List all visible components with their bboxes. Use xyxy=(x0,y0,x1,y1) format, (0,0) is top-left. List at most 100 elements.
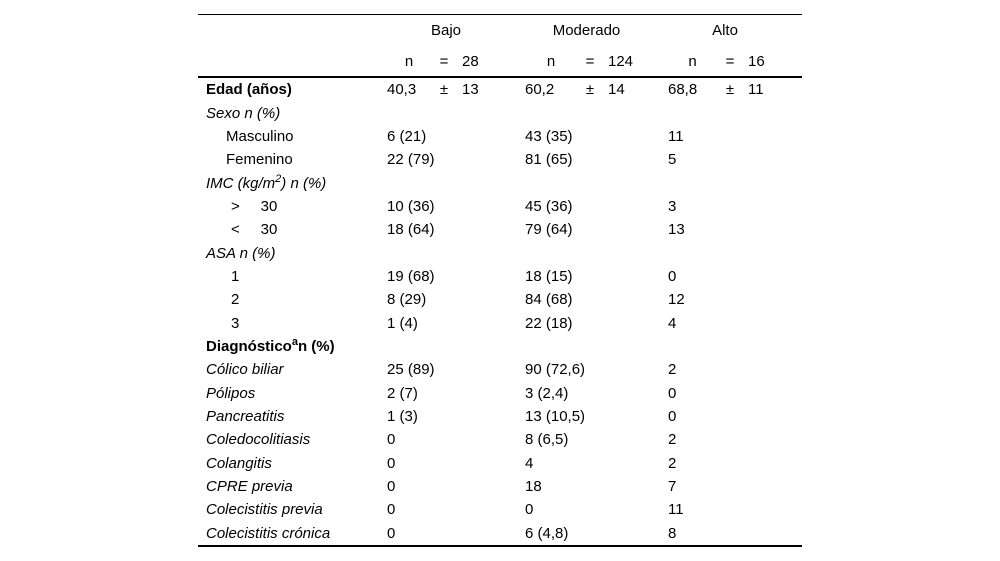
table-cell: 3 xyxy=(668,197,677,215)
table-cell: 3 (2,4) xyxy=(525,384,569,402)
row-label: Femenino xyxy=(226,151,293,169)
table-cell: 10 (36) xyxy=(387,197,435,215)
table-cell: 22 (79) xyxy=(387,151,435,169)
table-cell: 81 (65) xyxy=(525,151,573,169)
table-cell: 1 (3) xyxy=(387,407,418,425)
n-label: n xyxy=(688,52,697,70)
table-cell: 12 xyxy=(668,291,685,309)
table-row: > 30 10 (36) 45 (36) 3 xyxy=(198,195,802,218)
table-cell: 6 (21) xyxy=(387,127,427,145)
table-cell: 90 (72,6) xyxy=(525,361,586,379)
row-label: 2 xyxy=(231,291,240,309)
table-row: Diagnósticoan (%) xyxy=(198,335,802,358)
table-cell: 79 (64) xyxy=(525,221,573,239)
col-group-header-bajo: Bajo xyxy=(430,22,462,39)
clinical-table: Bajo Moderado Alto n = 28 n = 124 n = 16… xyxy=(198,14,802,547)
table-cell: 43 (35) xyxy=(525,127,573,145)
row-label: Masculino xyxy=(226,127,294,145)
row-label: Cólico biliar xyxy=(206,361,284,379)
row-label: CPRE previa xyxy=(206,478,293,496)
table-cell: 25 (89) xyxy=(387,361,435,379)
table-cell: 0 xyxy=(387,501,396,519)
table-cell: 2 (7) xyxy=(387,384,418,402)
table-row: Colangitis 0 4 2 xyxy=(198,452,802,475)
table-cell: 11 xyxy=(668,127,684,145)
table-cell: 19 (68) xyxy=(387,267,435,285)
table-row: Masculino 6 (21) 43 (35) 11 xyxy=(198,125,802,148)
table-cell: 5 xyxy=(668,151,677,169)
row-label: Colangitis xyxy=(206,454,272,472)
table-cell: 1 (4) xyxy=(387,314,418,332)
table-row: CPRE previa 0 18 7 xyxy=(198,475,802,498)
table-row: Colecistitis previa 0 0 11 xyxy=(198,498,802,521)
table-cell: 18 xyxy=(525,478,542,496)
table-cell: 13 xyxy=(668,221,685,239)
table-cell: 0 xyxy=(387,431,396,449)
table-header-row-counts: n = 28 n = 124 n = 16 xyxy=(198,46,802,78)
eq-sign: = xyxy=(439,52,449,70)
table-cell: 40,3 xyxy=(387,81,417,99)
row-label: 1 xyxy=(231,267,240,285)
table-row: Coledocolitiasis 0 8 (6,5) 2 xyxy=(198,428,802,451)
table-cell: 18 (64) xyxy=(387,221,435,239)
table-cell: 11 xyxy=(748,81,764,99)
table-cell: 0 xyxy=(387,454,396,472)
table-row: Cólico biliar 25 (89) 90 (72,6) 2 xyxy=(198,358,802,381)
row-label: 3 xyxy=(231,314,240,332)
table-cell: 2 xyxy=(668,454,677,472)
table-cell: 4 xyxy=(525,454,534,472)
table-cell: 13 (10,5) xyxy=(525,407,586,425)
table-cell: 0 xyxy=(525,501,534,519)
table-row: 2 8 (29) 84 (68) 12 xyxy=(198,288,802,311)
table-cell: 0 xyxy=(668,384,677,402)
row-label: ASA n (%) xyxy=(206,244,276,262)
row-label: Edad (años) xyxy=(206,81,292,99)
row-label: > 30 xyxy=(231,197,278,215)
table-cell: 0 xyxy=(668,407,677,425)
table-row: Pólipos 2 (7) 3 (2,4) 0 xyxy=(198,381,802,404)
table-cell: 11 xyxy=(668,501,684,519)
row-label: Pólipos xyxy=(206,384,256,402)
col-group-header-alto: Alto xyxy=(712,22,738,39)
table-cell: 0 xyxy=(387,478,396,496)
table-row: 3 1 (4) 22 (18) 4 xyxy=(198,311,802,334)
table-row: 1 19 (68) 18 (15) 0 xyxy=(198,265,802,288)
table-row: Pancreatitis 1 (3) 13 (10,5) 0 xyxy=(198,405,802,428)
table-cell: 22 (18) xyxy=(525,314,573,332)
table-row: IMC (kg/m2) n (%) xyxy=(198,171,802,194)
n-count: 28 xyxy=(462,52,479,70)
row-label: Colecistitis previa xyxy=(206,501,323,519)
table-cell: 0 xyxy=(668,267,677,285)
table-cell: 7 xyxy=(668,478,677,496)
table-cell: 2 xyxy=(668,431,677,449)
table-body: Edad (años) 40,3 ±13 60,2 ±14 68,8 ±11 Sexo n (… xyxy=(198,78,802,547)
table-row: Edad (años) 40,3 ±13 60,2 ±14 68,8 ±11 xyxy=(198,78,802,101)
table-cell: 84 (68) xyxy=(525,291,573,309)
table-cell: 13 xyxy=(462,81,479,99)
col-group-header-moderado: Moderado xyxy=(552,22,621,39)
row-label: IMC (kg/m2) n (%) xyxy=(206,172,327,192)
n-label: n xyxy=(404,52,414,70)
table-cell: 8 (6,5) xyxy=(525,431,569,449)
table-row: < 30 18 (64) 79 (64) 13 xyxy=(198,218,802,241)
table-cell: ± xyxy=(585,81,595,99)
table-row: Sexo n (%) xyxy=(198,101,802,124)
eq-sign: = xyxy=(585,52,595,70)
row-label: < 30 xyxy=(231,221,278,239)
row-label: Sexo n (%) xyxy=(206,104,281,122)
table-row: ASA n (%) xyxy=(198,241,802,264)
table-cell: 45 (36) xyxy=(525,197,573,215)
n-count: 16 xyxy=(748,52,765,70)
table-cell: ± xyxy=(439,81,449,99)
n-label: n xyxy=(546,52,556,70)
table-cell: 2 xyxy=(668,361,677,379)
table-cell: 68,8 xyxy=(668,81,698,99)
row-label: Diagnósticoan (%) xyxy=(206,335,335,355)
eq-sign: = xyxy=(725,52,735,70)
table-cell: 4 xyxy=(668,314,677,332)
n-count: 124 xyxy=(608,52,634,70)
table-row: Colecistitis crónica 0 6 (4,8) 8 xyxy=(198,522,802,545)
table-cell: 6 (4,8) xyxy=(525,524,569,542)
table-cell: 18 (15) xyxy=(525,267,573,285)
table-cell: 0 xyxy=(387,524,396,542)
